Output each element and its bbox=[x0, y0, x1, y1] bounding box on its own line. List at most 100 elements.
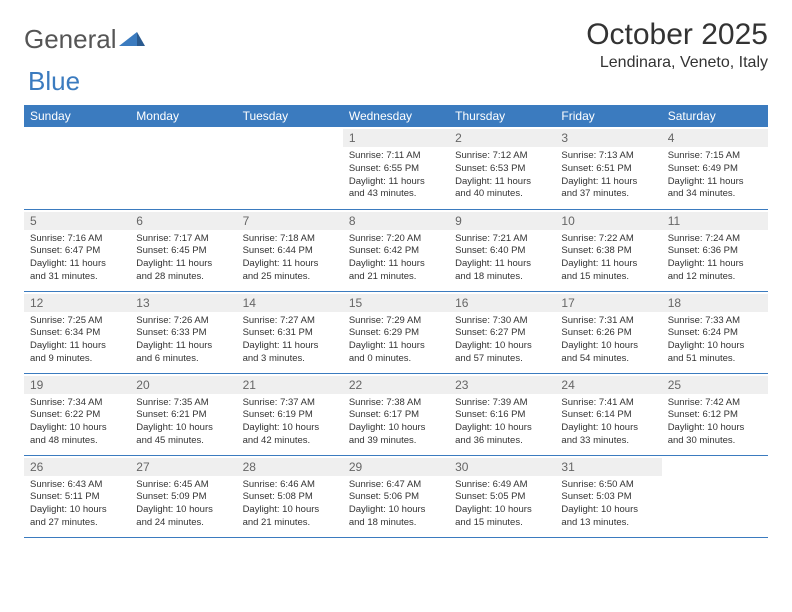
day-number: 4 bbox=[662, 129, 768, 147]
day-info: Sunrise: 7:25 AMSunset: 6:34 PMDaylight:… bbox=[30, 315, 124, 366]
sunrise-label: Sunrise: bbox=[561, 150, 599, 161]
daylight-label: Daylight: bbox=[455, 258, 495, 269]
day-cell: 15Sunrise: 7:29 AMSunset: 6:29 PMDayligh… bbox=[343, 291, 449, 373]
day-info: Sunrise: 7:24 AMSunset: 6:36 PMDaylight:… bbox=[668, 233, 762, 284]
sunrise-label: Sunrise: bbox=[561, 233, 599, 244]
day-cell: 3Sunrise: 7:13 AMSunset: 6:51 PMDaylight… bbox=[555, 127, 661, 209]
day-number: 8 bbox=[343, 212, 449, 230]
sunrise-value: 7:35 AM bbox=[174, 397, 209, 408]
daylight-label: Daylight: bbox=[136, 258, 176, 269]
sunset-label: Sunset: bbox=[668, 409, 703, 420]
sunrise-label: Sunrise: bbox=[349, 233, 387, 244]
sunrise-value: 7:21 AM bbox=[493, 233, 528, 244]
sunrise-label: Sunrise: bbox=[349, 397, 387, 408]
day-cell: 20Sunrise: 7:35 AMSunset: 6:21 PMDayligh… bbox=[130, 373, 236, 455]
sunset-value: 6:21 PM bbox=[171, 409, 206, 420]
day-info: Sunrise: 7:42 AMSunset: 6:12 PMDaylight:… bbox=[668, 397, 762, 448]
day-number: 3 bbox=[555, 129, 661, 147]
sunset-label: Sunset: bbox=[30, 491, 65, 502]
sunset-value: 6:51 PM bbox=[596, 163, 631, 174]
daylight-label: Daylight: bbox=[455, 176, 495, 187]
daylight-label: Daylight: bbox=[668, 422, 708, 433]
daylight-label: Daylight: bbox=[349, 340, 389, 351]
sunset-value: 5:03 PM bbox=[596, 491, 631, 502]
day-info: Sunrise: 7:35 AMSunset: 6:21 PMDaylight:… bbox=[136, 397, 230, 448]
sunrise-value: 6:47 AM bbox=[386, 479, 421, 490]
sunset-value: 6:26 PM bbox=[596, 327, 631, 338]
sunset-value: 6:33 PM bbox=[171, 327, 206, 338]
sunset-label: Sunset: bbox=[136, 491, 171, 502]
sunrise-value: 7:41 AM bbox=[599, 397, 634, 408]
day-info: Sunrise: 7:11 AMSunset: 6:55 PMDaylight:… bbox=[349, 150, 443, 201]
daylight-label: Daylight: bbox=[30, 258, 70, 269]
day-cell: 21Sunrise: 7:37 AMSunset: 6:19 PMDayligh… bbox=[237, 373, 343, 455]
day-cell bbox=[130, 127, 236, 209]
daylight-label: Daylight: bbox=[349, 422, 389, 433]
daylight-label: Daylight: bbox=[349, 504, 389, 515]
daylight-label: Daylight: bbox=[561, 258, 601, 269]
daylight-label: Daylight: bbox=[668, 340, 708, 351]
sunset-value: 5:09 PM bbox=[171, 491, 206, 502]
sunset-value: 6:16 PM bbox=[490, 409, 525, 420]
sunrise-value: 7:37 AM bbox=[280, 397, 315, 408]
day-cell: 1Sunrise: 7:11 AMSunset: 6:55 PMDaylight… bbox=[343, 127, 449, 209]
sunrise-value: 7:17 AM bbox=[174, 233, 209, 244]
day-cell: 26Sunrise: 6:43 AMSunset: 5:11 PMDayligh… bbox=[24, 455, 130, 537]
sunset-value: 6:49 PM bbox=[703, 163, 738, 174]
sunrise-value: 7:30 AM bbox=[493, 315, 528, 326]
day-info: Sunrise: 7:37 AMSunset: 6:19 PMDaylight:… bbox=[243, 397, 337, 448]
sunset-label: Sunset: bbox=[455, 245, 490, 256]
day-number: 31 bbox=[555, 458, 661, 476]
daylight-label: Daylight: bbox=[136, 422, 176, 433]
sunset-label: Sunset: bbox=[136, 409, 171, 420]
sunrise-value: 7:27 AM bbox=[280, 315, 315, 326]
day-cell bbox=[24, 127, 130, 209]
sunrise-value: 7:16 AM bbox=[68, 233, 103, 244]
sunrise-value: 7:29 AM bbox=[386, 315, 421, 326]
daylight-label: Daylight: bbox=[455, 422, 495, 433]
sunset-value: 6:45 PM bbox=[171, 245, 206, 256]
sunset-label: Sunset: bbox=[668, 163, 703, 174]
sunrise-label: Sunrise: bbox=[30, 315, 68, 326]
sunset-label: Sunset: bbox=[30, 327, 65, 338]
sunset-label: Sunset: bbox=[561, 327, 596, 338]
sunrise-label: Sunrise: bbox=[136, 233, 174, 244]
sunset-label: Sunset: bbox=[455, 163, 490, 174]
day-number: 2 bbox=[449, 129, 555, 147]
sunrise-value: 6:46 AM bbox=[280, 479, 315, 490]
sunrise-label: Sunrise: bbox=[455, 479, 493, 490]
day-cell: 28Sunrise: 6:46 AMSunset: 5:08 PMDayligh… bbox=[237, 455, 343, 537]
day-cell: 17Sunrise: 7:31 AMSunset: 6:26 PMDayligh… bbox=[555, 291, 661, 373]
sunset-label: Sunset: bbox=[349, 409, 384, 420]
sunset-value: 6:44 PM bbox=[277, 245, 312, 256]
day-number: 9 bbox=[449, 212, 555, 230]
sunrise-value: 7:15 AM bbox=[705, 150, 740, 161]
day-info: Sunrise: 7:26 AMSunset: 6:33 PMDaylight:… bbox=[136, 315, 230, 366]
daylight-label: Daylight: bbox=[349, 176, 389, 187]
sunrise-label: Sunrise: bbox=[349, 315, 387, 326]
day-info: Sunrise: 7:39 AMSunset: 6:16 PMDaylight:… bbox=[455, 397, 549, 448]
daylight-label: Daylight: bbox=[668, 258, 708, 269]
daylight-label: Daylight: bbox=[136, 504, 176, 515]
daylight-label: Daylight: bbox=[243, 504, 283, 515]
sunrise-label: Sunrise: bbox=[349, 150, 387, 161]
sunrise-value: 6:45 AM bbox=[174, 479, 209, 490]
sunrise-label: Sunrise: bbox=[136, 315, 174, 326]
sunrise-label: Sunrise: bbox=[455, 397, 493, 408]
weekday-header: Wednesday bbox=[343, 105, 449, 127]
sunrise-label: Sunrise: bbox=[243, 397, 281, 408]
sunset-value: 6:17 PM bbox=[384, 409, 419, 420]
sunset-value: 5:06 PM bbox=[384, 491, 419, 502]
day-cell: 10Sunrise: 7:22 AMSunset: 6:38 PMDayligh… bbox=[555, 209, 661, 291]
sunrise-label: Sunrise: bbox=[243, 479, 281, 490]
day-cell: 7Sunrise: 7:18 AMSunset: 6:44 PMDaylight… bbox=[237, 209, 343, 291]
sunset-label: Sunset: bbox=[455, 491, 490, 502]
day-cell: 2Sunrise: 7:12 AMSunset: 6:53 PMDaylight… bbox=[449, 127, 555, 209]
sunrise-label: Sunrise: bbox=[561, 315, 599, 326]
day-info: Sunrise: 7:21 AMSunset: 6:40 PMDaylight:… bbox=[455, 233, 549, 284]
daylight-label: Daylight: bbox=[561, 504, 601, 515]
weekday-header: Thursday bbox=[449, 105, 555, 127]
sunrise-value: 7:33 AM bbox=[705, 315, 740, 326]
sunrise-value: 7:38 AM bbox=[386, 397, 421, 408]
sunset-label: Sunset: bbox=[561, 245, 596, 256]
